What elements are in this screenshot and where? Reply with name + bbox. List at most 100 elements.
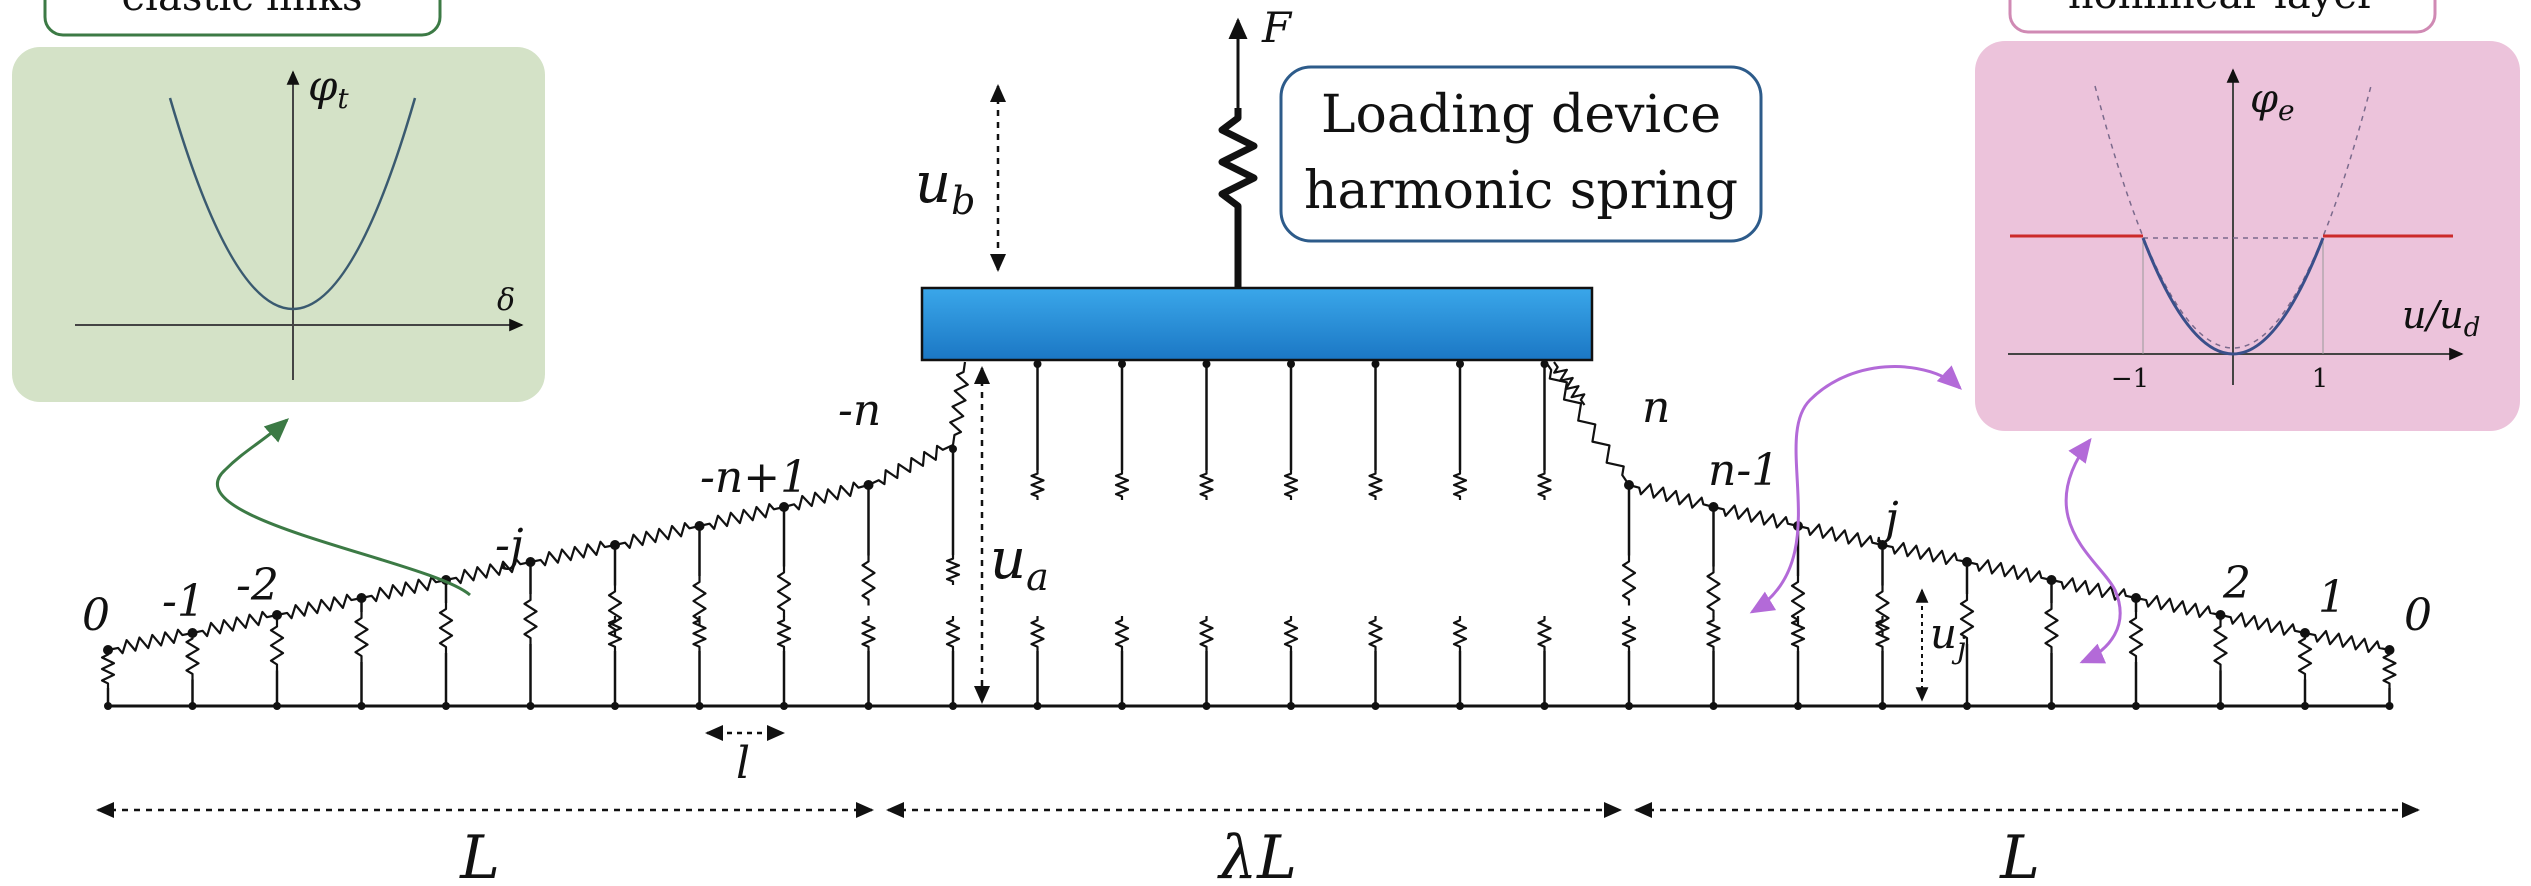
dim-middle-label: λL bbox=[1217, 823, 1297, 882]
chain-vspring bbox=[1706, 566, 1721, 617]
device-spring bbox=[1199, 470, 1214, 500]
device-node bbox=[1118, 360, 1126, 368]
chain-vspring bbox=[269, 620, 285, 671]
device-spring bbox=[1114, 470, 1130, 500]
chain-vspring bbox=[2128, 612, 2144, 662]
ground-spring bbox=[1283, 616, 1299, 651]
link-spring bbox=[2220, 612, 2306, 636]
label-right-j: j bbox=[1876, 493, 1899, 544]
device-node bbox=[1456, 360, 1464, 368]
ground-spring bbox=[945, 616, 961, 651]
link-spring bbox=[445, 557, 531, 585]
ground-node bbox=[2301, 702, 2309, 710]
label-right-n1: n-1 bbox=[1708, 445, 1779, 496]
device-spring bbox=[945, 555, 961, 585]
link-spring bbox=[1966, 559, 2052, 583]
chain-vspring bbox=[1621, 555, 1637, 606]
ground-spring bbox=[692, 616, 707, 651]
link-spring bbox=[949, 361, 969, 446]
device-spring bbox=[1368, 470, 1383, 500]
force-label: F bbox=[1261, 3, 1293, 52]
chain-vspring bbox=[2044, 603, 2059, 653]
chain-vspring bbox=[692, 576, 707, 626]
ground-node bbox=[695, 702, 704, 710]
force-spring: F bbox=[1218, 3, 1293, 288]
right-inset-plot: φe u/ud −1 1 bbox=[1975, 41, 2520, 431]
ground-node bbox=[1709, 702, 1718, 710]
left-inset-curve bbox=[168, 97, 417, 311]
ground-node bbox=[2047, 702, 2056, 710]
label-left-mn: -n bbox=[838, 385, 881, 436]
right-inset-y-label: φe bbox=[2250, 76, 2295, 127]
ground-node bbox=[1033, 702, 1042, 710]
chain-vspring bbox=[1959, 594, 1975, 644]
device-spring bbox=[1283, 470, 1299, 500]
ground-node bbox=[1878, 702, 1887, 710]
purple-connector-arrow-1 bbox=[1749, 365, 1962, 614]
device-spring bbox=[1537, 470, 1552, 500]
device-node bbox=[1033, 360, 1042, 368]
link-spring bbox=[1628, 483, 1714, 509]
link-spring bbox=[2051, 577, 2137, 601]
loading-line1: Loading device bbox=[1321, 85, 1721, 145]
chain-vspring bbox=[776, 566, 792, 617]
uj-label: uj bbox=[1930, 609, 1966, 666]
link-spring bbox=[1553, 361, 1586, 406]
ub-label: ub bbox=[915, 151, 975, 223]
ground-spring bbox=[1621, 616, 1637, 651]
right-inset-curve bbox=[2141, 237, 2325, 356]
chain-vspring bbox=[2213, 620, 2228, 671]
chain-vspring bbox=[607, 585, 623, 636]
device-spring bbox=[1030, 470, 1045, 500]
device-spring bbox=[1452, 470, 1468, 500]
link-spring bbox=[1882, 541, 1968, 566]
link-spring bbox=[699, 503, 785, 530]
ground-node bbox=[357, 702, 366, 710]
link-spring bbox=[361, 575, 447, 603]
link-spring bbox=[868, 444, 954, 486]
chain-vspring bbox=[354, 612, 369, 662]
purple-connector-arrow-2 bbox=[2064, 437, 2122, 664]
link-spring bbox=[783, 481, 869, 511]
label-left-m1: -1 bbox=[162, 576, 205, 627]
link-spring bbox=[2304, 629, 2390, 654]
ua-label: ua bbox=[990, 527, 1049, 599]
ground-node bbox=[1371, 702, 1380, 710]
ground-spring bbox=[1706, 616, 1721, 651]
ground-node bbox=[188, 702, 197, 710]
right-inset-tick-neg: −1 bbox=[2111, 364, 2149, 394]
dim-left-label: L bbox=[459, 823, 500, 882]
ground-spring bbox=[1114, 616, 1130, 651]
ground-node bbox=[2132, 702, 2140, 710]
ground-spring bbox=[861, 616, 876, 651]
link-spring bbox=[614, 522, 700, 549]
ground-node bbox=[1202, 702, 1211, 710]
ground-node bbox=[526, 702, 535, 710]
elastic-links-label: elastic links bbox=[122, 0, 363, 20]
chain-vspring bbox=[2382, 650, 2397, 688]
loading-device-block bbox=[920, 286, 1594, 362]
left-inset-x-label: δ bbox=[497, 283, 515, 318]
spring-chain bbox=[100, 359, 2397, 710]
ground-spring bbox=[1875, 616, 1890, 651]
ground-node bbox=[1963, 702, 1971, 710]
right-inset-x-label: u/ud bbox=[2402, 293, 2480, 343]
ground-spring bbox=[1368, 616, 1383, 651]
link-spring bbox=[2135, 594, 2221, 619]
label-right-0: 0 bbox=[2404, 590, 2432, 641]
device-node bbox=[1202, 360, 1211, 368]
ground-node bbox=[1118, 702, 1126, 710]
ground-node bbox=[104, 702, 112, 710]
green-connector-arrow bbox=[215, 418, 471, 597]
ground-node bbox=[949, 702, 957, 710]
dim-right-label: L bbox=[1999, 823, 2040, 882]
right-inset-tick-pos: 1 bbox=[2312, 364, 2329, 394]
chain-vspring bbox=[861, 555, 876, 606]
ground-spring bbox=[776, 616, 792, 651]
link-spring bbox=[1797, 523, 1883, 548]
label-left-m2: -2 bbox=[236, 560, 279, 611]
loading-device-box: Loading device harmonic spring bbox=[1279, 65, 1763, 243]
ground-node bbox=[1625, 702, 1633, 710]
